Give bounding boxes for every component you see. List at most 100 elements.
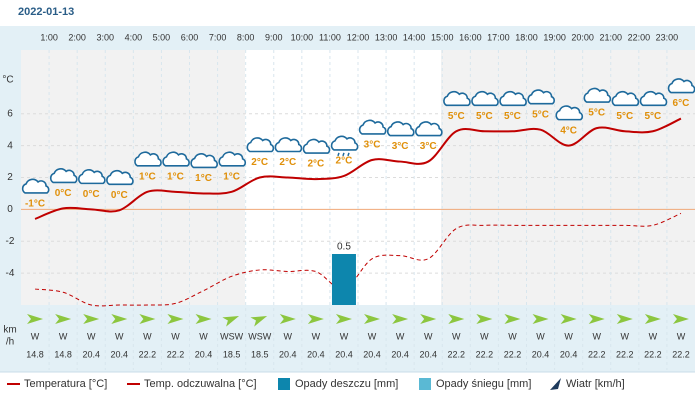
wind-speed: 22.2 xyxy=(167,349,185,359)
cloud-icon xyxy=(302,138,331,154)
cloud-icon xyxy=(358,119,387,135)
wind-arrow xyxy=(476,314,493,324)
temperature-label: 1°C xyxy=(167,171,184,182)
wind-arrow xyxy=(364,314,381,324)
wind-direction: W xyxy=(340,331,349,341)
wind-speed: 18.5 xyxy=(251,349,269,359)
rain-bar xyxy=(331,254,356,305)
cloud-icon xyxy=(499,90,527,107)
temperature-label: 2°C xyxy=(307,159,324,170)
wind-direction: W xyxy=(143,331,152,341)
hour-label: 9:00 xyxy=(265,32,283,42)
wind-speed: 20.4 xyxy=(195,349,213,359)
wind-arrow xyxy=(111,314,128,324)
wind-direction: W xyxy=(452,331,461,341)
wind-direction: W xyxy=(199,331,208,341)
wind-direction: W xyxy=(284,331,293,341)
temperature-label: 2°C xyxy=(336,156,353,167)
hour-label: 5:00 xyxy=(153,32,171,42)
wind-speed: 22.2 xyxy=(588,349,606,359)
rain-drop xyxy=(337,152,340,157)
wind-direction: W xyxy=(115,331,124,341)
hour-label: 6:00 xyxy=(181,32,199,42)
wind-direction: W xyxy=(536,331,545,341)
y-unit: °C xyxy=(2,75,13,86)
wind-arrow xyxy=(672,314,689,324)
hour-label: 3:00 xyxy=(96,32,114,42)
cloud-icon xyxy=(162,151,190,167)
hour-label: 4:00 xyxy=(125,32,143,42)
wind-speed: 20.4 xyxy=(363,349,381,359)
legend-label: Opady deszczu [mm] xyxy=(295,378,398,390)
hour-label: 23:00 xyxy=(656,32,679,42)
temperature-label: 2°C xyxy=(279,157,296,168)
wind-direction: W xyxy=(368,331,377,341)
wind-speed: 20.4 xyxy=(82,349,100,359)
wind-speed: 22.2 xyxy=(504,349,522,359)
wind-speed: 20.4 xyxy=(532,349,550,359)
temperature-label: 1°C xyxy=(139,171,156,182)
wind-speed: 20.4 xyxy=(111,349,129,359)
temperature-label: 6°C xyxy=(673,98,690,109)
y-tick-label: 4 xyxy=(7,140,13,151)
hour-label: 21:00 xyxy=(599,32,622,42)
wind-arrow xyxy=(139,314,156,324)
wind-direction: W xyxy=(564,331,573,341)
cloud-icon xyxy=(555,105,584,121)
y-tick-label: 2 xyxy=(7,172,13,183)
temperature-label: -1°C xyxy=(25,199,45,210)
wind-direction: W xyxy=(480,331,489,341)
wind-direction: W xyxy=(87,331,96,341)
wind-arrow xyxy=(279,314,296,324)
wind-speed: 20.4 xyxy=(335,349,353,359)
wind-arrow xyxy=(27,314,44,324)
temperature-label: 5°C xyxy=(504,111,521,122)
date: 2022-01-13 xyxy=(18,6,74,18)
wind-arrow xyxy=(420,314,437,324)
hour-label: 10:00 xyxy=(291,32,314,42)
wind-speed: 14.8 xyxy=(54,349,72,359)
hour-label: 16:00 xyxy=(459,32,482,42)
cloud-icon xyxy=(21,178,50,194)
wind-unit: km xyxy=(3,325,16,336)
y-tick-label: 6 xyxy=(7,108,13,119)
hour-label: 2:00 xyxy=(68,32,86,42)
wind-arrow xyxy=(448,314,465,324)
cloud-icon xyxy=(106,169,134,186)
wind-arrow xyxy=(616,314,633,324)
temperature-label: 2°C xyxy=(251,157,268,168)
wind-direction: WSW xyxy=(248,331,271,341)
wind-unit: /h xyxy=(6,337,14,348)
wind-arrow xyxy=(307,314,324,324)
cloud-icon xyxy=(471,90,499,107)
wind-direction: W xyxy=(31,331,40,341)
cloud-icon xyxy=(527,89,555,105)
wind-arrow xyxy=(644,314,661,324)
temperature-label: 3°C xyxy=(420,141,437,152)
temperature-label: 5°C xyxy=(644,111,661,122)
rain-drop xyxy=(347,152,350,157)
cloud-icon xyxy=(274,137,303,153)
wind-arrow xyxy=(83,314,100,324)
legend-label: Opady śniegu [mm] xyxy=(436,378,531,390)
wind-speed: 20.4 xyxy=(560,349,578,359)
wind-direction: W xyxy=(621,331,630,341)
temperature-label: 3°C xyxy=(364,140,381,151)
cloud-icon xyxy=(667,78,695,94)
temperature-label: 5°C xyxy=(532,109,549,120)
wind-direction: W xyxy=(312,331,321,341)
hour-label: 7:00 xyxy=(209,32,227,42)
cloud-icon xyxy=(78,169,106,185)
y-tick-label: -2 xyxy=(6,236,15,247)
y-tick-label: 0 xyxy=(7,204,13,215)
wind-speed: 20.4 xyxy=(391,349,409,359)
hour-label: 11:00 xyxy=(319,32,341,42)
wind-direction: W xyxy=(508,331,517,341)
wind-speed: 22.2 xyxy=(139,349,157,359)
wind-arrow xyxy=(504,314,521,324)
temperature-label: 0°C xyxy=(55,188,72,199)
wind-speed: 22.2 xyxy=(476,349,494,359)
wind-direction: W xyxy=(424,331,433,341)
cloud-icon xyxy=(583,87,612,103)
hour-label: 18:00 xyxy=(515,32,538,42)
